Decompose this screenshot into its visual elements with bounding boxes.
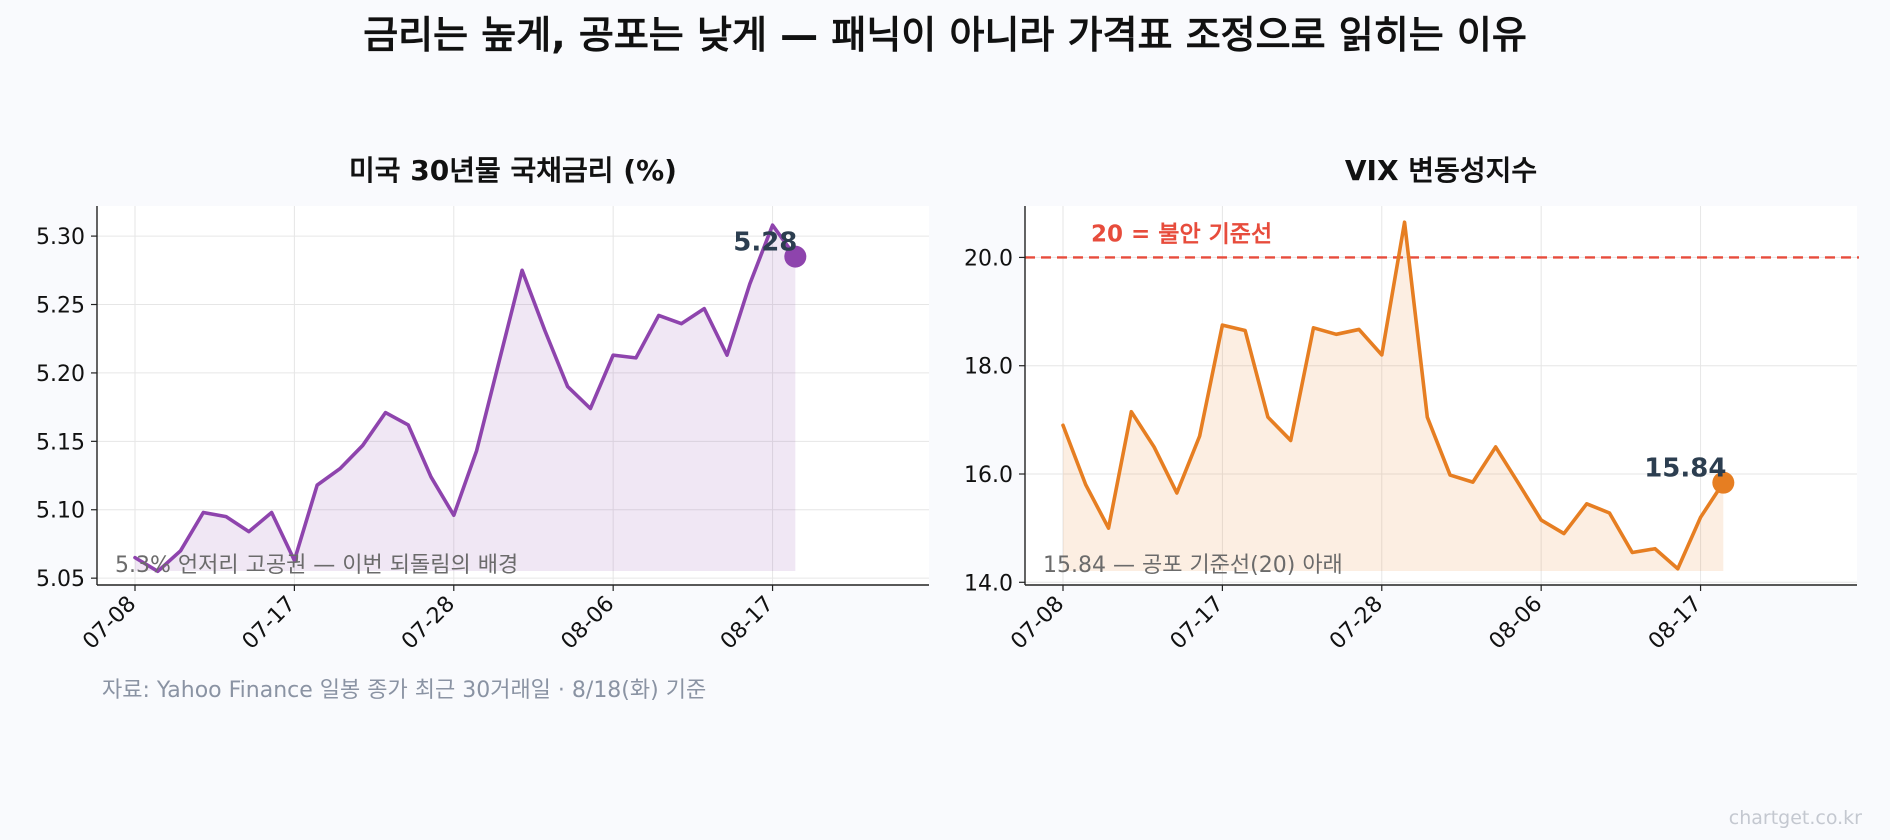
- yield-x-tick-label: 07-17: [238, 592, 301, 655]
- yield-x-tick-label: 07-08: [78, 592, 141, 655]
- vix-x-tick-label: 07-08: [1006, 592, 1069, 655]
- yield-area-fill: [135, 225, 796, 572]
- yield-annotation: 5.3% 언저리 고공권 — 이번 되돌림의 배경: [115, 553, 518, 578]
- vix-panel: VIX 변동성지수 14.0 16.0 18.0 20.0 07-08 07-17 07-28…: [964, 154, 1859, 654]
- yield-x-tick-label: 07-28: [397, 592, 460, 655]
- yield-y-tick-label: 5.25: [36, 294, 85, 319]
- vix-x-tick-label: 07-17: [1166, 592, 1229, 655]
- figure-title: 금리는 높게, 공포는 낮게 — 패닉이 아니라 가격표 조정으로 읽히는 이유: [363, 13, 1527, 57]
- yield-y-tick-label: 5.05: [36, 567, 85, 592]
- vix-y-tick-label: 14.0: [964, 571, 1013, 596]
- yield-y-tick-label: 5.30: [36, 225, 85, 250]
- yield-series-line: [133, 223, 798, 574]
- vix-y-tick-label: 18.0: [964, 355, 1013, 380]
- vix-y-tick-label: 20.0: [964, 246, 1013, 271]
- yield-end-marker: [784, 245, 807, 268]
- yield-y-tick-label: 5.10: [36, 499, 85, 524]
- vix-reference-label: 20 = 불안 기준선: [1091, 221, 1272, 247]
- yield-panel: 미국 30년물 국채금리 (%) 5.05 5.10 5.15 5.20 5.25 5.30…: [36, 154, 929, 654]
- yield-end-label: 5.28: [733, 228, 797, 258]
- credit-watermark: chartget.co.kr: [1729, 807, 1862, 829]
- vix-series-line: [1061, 220, 1726, 571]
- vix-x-tick-label: 08-17: [1644, 592, 1707, 655]
- vix-y-tick-label: 16.0: [964, 463, 1013, 488]
- source-note: 자료: Yahoo Finance 일봉 종가 최근 30거래일 · 8/18(…: [102, 678, 706, 703]
- yield-y-tick-label: 5.20: [36, 362, 85, 387]
- yield-y-tick-label: 5.15: [36, 430, 85, 455]
- vix-panel-title: VIX 변동성지수: [1345, 154, 1537, 187]
- vix-plot-area: [1025, 206, 1857, 585]
- vix-x-tick-label: 08-06: [1485, 592, 1548, 655]
- vix-area-fill: [1063, 222, 1724, 571]
- yield-panel-title: 미국 30년물 국채금리 (%): [349, 154, 677, 187]
- yield-x-tick-label: 08-17: [716, 592, 779, 655]
- vix-end-label: 15.84: [1644, 454, 1726, 484]
- yield-x-tick-label: 08-06: [557, 592, 620, 655]
- vix-end-marker: [1712, 471, 1735, 494]
- vix-annotation: 15.84 — 공포 기준선(20) 아래: [1043, 553, 1343, 578]
- vix-x-tick-label: 07-28: [1325, 592, 1388, 655]
